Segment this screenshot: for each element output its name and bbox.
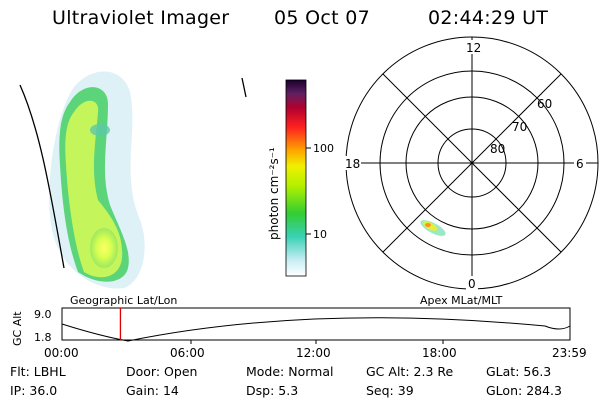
orbit-right-title: Apex MLat/MLT [420,294,503,307]
status-seq: Seq: 39 [366,383,414,398]
status-door-value: Open [164,364,198,379]
orbit-ytick-bottom: 1.8 [34,331,52,344]
status-glat-key: GLat: [486,364,520,379]
colorbar-tick-100: 100 [313,142,334,155]
altitude-curve [61,317,571,342]
orbit-frame [61,307,571,341]
status-gain: Gain: 14 [126,383,179,398]
status-door-key: Door: [126,364,161,379]
mlt-label-12: 12 [466,41,481,55]
status-seq-value: 39 [397,383,414,398]
colorbar-frame [285,79,307,277]
status-door: Door: Open [126,364,197,379]
mlt-label-18: 18 [345,157,360,171]
orbit-xtick-0000: 00:00 [44,346,79,360]
instrument-title: Ultraviolet Imager [52,7,230,29]
time-label: 02:44:29 UT [428,7,549,29]
polar-plot [345,36,599,290]
status-mode-key: Mode: [246,364,285,379]
limb-line [19,84,65,269]
lat-label-80: 80 [490,142,505,156]
aurora-peak [90,228,118,268]
orbit-y-axis-label: GC Alt [11,311,24,346]
status-gc-alt-key: GC Alt: [366,364,410,379]
status-gc-alt: GC Alt: 2.3 Re [366,364,453,379]
status-flt-value: LBHL [33,364,66,379]
status-glon-key: GLon: [486,383,523,398]
lat-label-70: 70 [512,120,527,134]
mlt-label-0: 0 [468,277,476,291]
colorbar: 100 10 photon cm⁻²s⁻¹ [267,79,334,277]
colorbar-unit-label: photon cm⁻²s⁻¹ [267,147,281,240]
status-seq-key: Seq: [366,383,394,398]
status-glat: GLat: 56.3 [486,364,551,379]
status-glat-value: 56.3 [523,364,552,379]
aurora-spot [90,124,110,136]
status-ip-key: IP: [10,383,26,398]
polar-meridian-diag2 [382,73,562,253]
colorbar-gradient [286,80,306,276]
status-gain-value: 14 [162,383,179,398]
status-flt: Flt: LBHL [10,364,66,379]
colorbar-tick-10: 10 [313,228,327,241]
status-mode-value: Normal [288,364,334,379]
status-dsp: Dsp: 5.3 [246,383,298,398]
status-glon: GLon: 284.3 [486,383,562,398]
status-glon-value: 284.3 [526,383,562,398]
date-label: 05 Oct 07 [274,7,370,29]
orbit-panel: Geographic Lat/Lon Apex MLat/MLT GC Alt … [11,294,587,360]
orbit-xtick-1800: 18:00 [422,346,457,360]
orbit-left-title: Geographic Lat/Lon [70,294,177,307]
status-mode: Mode: Normal [246,364,334,379]
status-ip: IP: 36.0 [10,383,57,398]
lat-label-60: 60 [537,97,552,111]
status-dsp-value: 5.3 [278,383,299,398]
geographic-image [19,71,247,289]
mlt-label-6: 6 [576,157,584,171]
status-ip-value: 36.0 [29,383,58,398]
orbit-xtick-1200: 12:00 [296,346,331,360]
orbit-ytick-top: 9.0 [34,308,52,321]
status-gc-alt-value: 2.3 Re [413,364,454,379]
polar-emission [420,220,446,236]
limb-tick [241,77,247,98]
status-flt-key: Flt: [10,364,30,379]
status-dsp-key: Dsp: [246,383,275,398]
orbit-xtick-2359: 23:59 [552,346,587,360]
orbit-xtick-0600: 06:00 [170,346,205,360]
status-gain-key: Gain: [126,383,159,398]
